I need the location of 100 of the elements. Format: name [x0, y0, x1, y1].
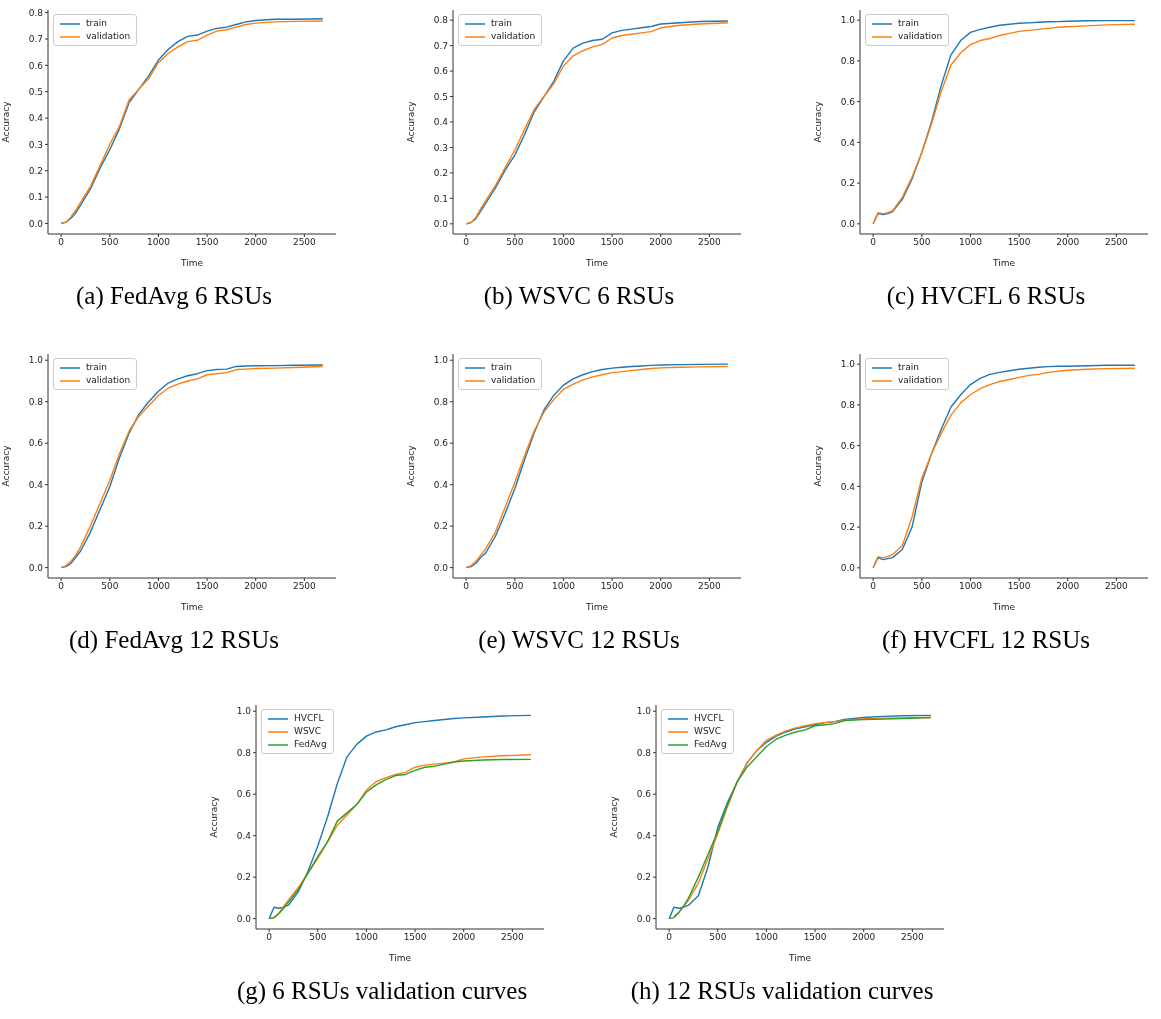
y-tick-label: 0.8: [28, 396, 44, 407]
legend-label: train: [491, 17, 512, 30]
y-tick-label: 0.2: [28, 521, 43, 532]
legend-label: train: [898, 17, 919, 30]
y-tick-label: 0.6: [28, 438, 44, 449]
y-tick-label: 1.0: [840, 15, 856, 26]
y-tick-label: 0.0: [433, 562, 449, 573]
x-tick-label: 500: [101, 237, 119, 248]
x-axis-title: Time: [991, 602, 1016, 612]
y-tick-label: 1.0: [236, 706, 252, 717]
y-tick-label: 0.8: [840, 400, 856, 411]
y-tick-label: 0.0: [840, 563, 856, 574]
y-tick-label: 0.2: [636, 872, 651, 883]
x-tick-label: 2500: [697, 581, 722, 592]
y-tick-label: 0.4: [840, 481, 856, 492]
y-tick-label: 0.7: [28, 34, 43, 45]
y-tick-label: 0.0: [840, 219, 856, 230]
y-tick-label: 0.1: [433, 193, 448, 204]
x-axis-title: Time: [584, 258, 609, 268]
x-tick-label: 500: [913, 237, 931, 248]
x-axis-title: Time: [991, 258, 1016, 268]
x-tick-label: 0: [58, 237, 65, 248]
y-tick-label: 0.6: [28, 60, 44, 71]
line-series: [268, 714, 532, 920]
y-tick-label: 1.0: [636, 706, 652, 717]
y-axis-title: Accuracy: [813, 444, 824, 487]
x-tick-label: 1500: [1007, 237, 1031, 248]
y-axis-title: Accuracy: [406, 100, 417, 143]
x-tick-label: 0: [870, 237, 877, 248]
y-tick-label: 0.2: [433, 521, 448, 532]
y-tick-label: 0.0: [28, 218, 44, 229]
x-tick-label: 2000: [244, 581, 268, 592]
x-tick-label: 2000: [244, 237, 268, 248]
y-tick-label: 0.0: [433, 219, 449, 230]
x-tick-label: 2000: [1056, 581, 1080, 592]
y-tick-label: 0.5: [28, 86, 43, 97]
x-tick-label: 2000: [452, 932, 476, 943]
x-tick-label: 2500: [1104, 581, 1129, 592]
y-axis-title: Accuracy: [209, 795, 220, 838]
legend-label: HVCFL: [294, 712, 324, 725]
x-tick-label: 1000: [551, 581, 576, 592]
text: (a) FedAvg 6 RSUs: [74, 282, 274, 310]
text: (g) 6 RSUs validation curves: [235, 977, 529, 1005]
x-tick-label: 2500: [292, 237, 317, 248]
x-tick-label: 1500: [195, 581, 219, 592]
x-tick-label: 0: [666, 932, 673, 943]
y-tick-label: 0.1: [28, 192, 43, 203]
y-tick-label: 0.4: [236, 830, 252, 841]
x-tick-label: 2500: [900, 932, 925, 943]
y-axis-title: Accuracy: [406, 444, 417, 487]
y-tick-label: 1.0: [433, 355, 449, 366]
y-tick-label: 0.5: [433, 91, 448, 102]
y-axis-title: Accuracy: [1, 444, 12, 487]
x-tick-label: 1000: [754, 932, 779, 943]
x-tick-label: 500: [506, 237, 524, 248]
text: (b) WSVC 6 RSUs: [482, 282, 676, 310]
y-tick-label: 0.8: [236, 747, 252, 758]
x-axis-title: Time: [179, 258, 204, 268]
y-tick-label: 0.6: [433, 438, 449, 449]
y-tick-label: 0.6: [236, 789, 252, 800]
y-tick-label: 0.8: [840, 56, 856, 67]
y-tick-label: 0.0: [636, 913, 652, 924]
y-tick-label: 0.8: [433, 396, 449, 407]
x-tick-label: 1000: [146, 237, 171, 248]
x-tick-label: 500: [101, 581, 119, 592]
legend-label: train: [86, 17, 107, 30]
legend-label: validation: [898, 374, 943, 387]
legend-label: validation: [491, 374, 536, 387]
y-tick-label: 0.2: [840, 522, 855, 533]
x-tick-label: 1500: [195, 237, 219, 248]
y-tick-label: 0.0: [236, 913, 252, 924]
x-tick-label: 500: [506, 581, 524, 592]
legend-label: FedAvg: [694, 738, 727, 751]
x-tick-label: 0: [463, 581, 470, 592]
y-tick-label: 0.4: [28, 113, 44, 124]
x-tick-label: 1000: [146, 581, 171, 592]
y-tick-label: 0.0: [28, 562, 44, 573]
y-tick-label: 0.6: [636, 789, 652, 800]
y-tick-label: 0.6: [840, 440, 856, 451]
x-tick-label: 500: [913, 581, 931, 592]
y-axis-title: Accuracy: [1, 100, 12, 143]
y-tick-label: 0.8: [636, 747, 652, 758]
x-tick-label: 2000: [852, 932, 876, 943]
legend-label: WSVC: [694, 725, 722, 738]
x-tick-label: 2000: [649, 237, 673, 248]
y-tick-label: 0.3: [433, 142, 448, 153]
x-tick-label: 1000: [354, 932, 379, 943]
x-tick-label: 0: [266, 932, 273, 943]
x-axis-title: Time: [787, 953, 812, 963]
x-tick-label: 500: [709, 932, 727, 943]
x-tick-label: 2500: [500, 932, 525, 943]
y-tick-label: 0.3: [28, 139, 43, 150]
legend-label: validation: [898, 30, 943, 43]
text: (c) HVCFL 6 RSUs: [885, 282, 1087, 310]
legend-label: train: [898, 361, 919, 374]
text: (h) 12 RSUs validation curves: [629, 977, 935, 1005]
legend-label: validation: [86, 374, 131, 387]
legend-label: HVCFL: [694, 712, 724, 725]
x-tick-label: 0: [463, 237, 470, 248]
x-axis-title: Time: [179, 602, 204, 612]
